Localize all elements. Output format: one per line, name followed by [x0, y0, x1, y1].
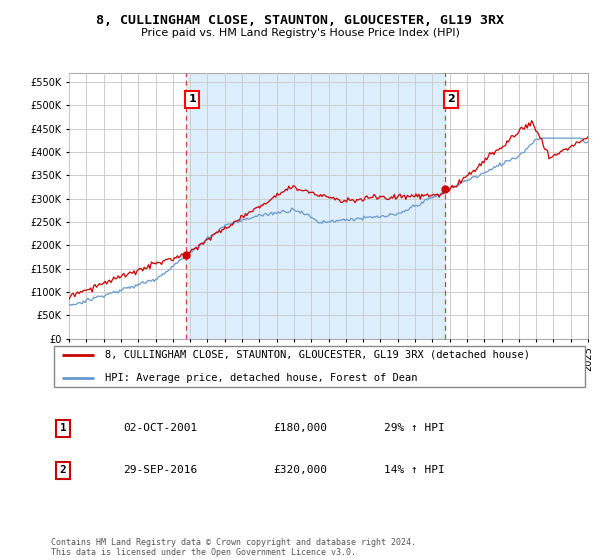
Text: 2: 2	[447, 95, 455, 104]
Text: 8, CULLINGHAM CLOSE, STAUNTON, GLOUCESTER, GL19 3RX: 8, CULLINGHAM CLOSE, STAUNTON, GLOUCESTE…	[96, 14, 504, 27]
Text: 14% ↑ HPI: 14% ↑ HPI	[384, 465, 445, 475]
Text: 29-SEP-2016: 29-SEP-2016	[123, 465, 197, 475]
Text: £320,000: £320,000	[273, 465, 327, 475]
Text: £180,000: £180,000	[273, 423, 327, 433]
Text: 2: 2	[59, 465, 67, 475]
Text: 1: 1	[59, 423, 67, 433]
Text: 8, CULLINGHAM CLOSE, STAUNTON, GLOUCESTER, GL19 3RX (detached house): 8, CULLINGHAM CLOSE, STAUNTON, GLOUCESTE…	[105, 350, 530, 360]
Text: Price paid vs. HM Land Registry's House Price Index (HPI): Price paid vs. HM Land Registry's House …	[140, 28, 460, 38]
Text: 02-OCT-2001: 02-OCT-2001	[123, 423, 197, 433]
Bar	[187, 73, 445, 339]
Text: Contains HM Land Registry data © Crown copyright and database right 2024.
This d: Contains HM Land Registry data © Crown c…	[51, 538, 416, 557]
Text: 29% ↑ HPI: 29% ↑ HPI	[384, 423, 445, 433]
Text: 1: 1	[188, 95, 196, 104]
FancyBboxPatch shape	[53, 346, 586, 387]
Text: HPI: Average price, detached house, Forest of Dean: HPI: Average price, detached house, Fore…	[105, 373, 417, 382]
